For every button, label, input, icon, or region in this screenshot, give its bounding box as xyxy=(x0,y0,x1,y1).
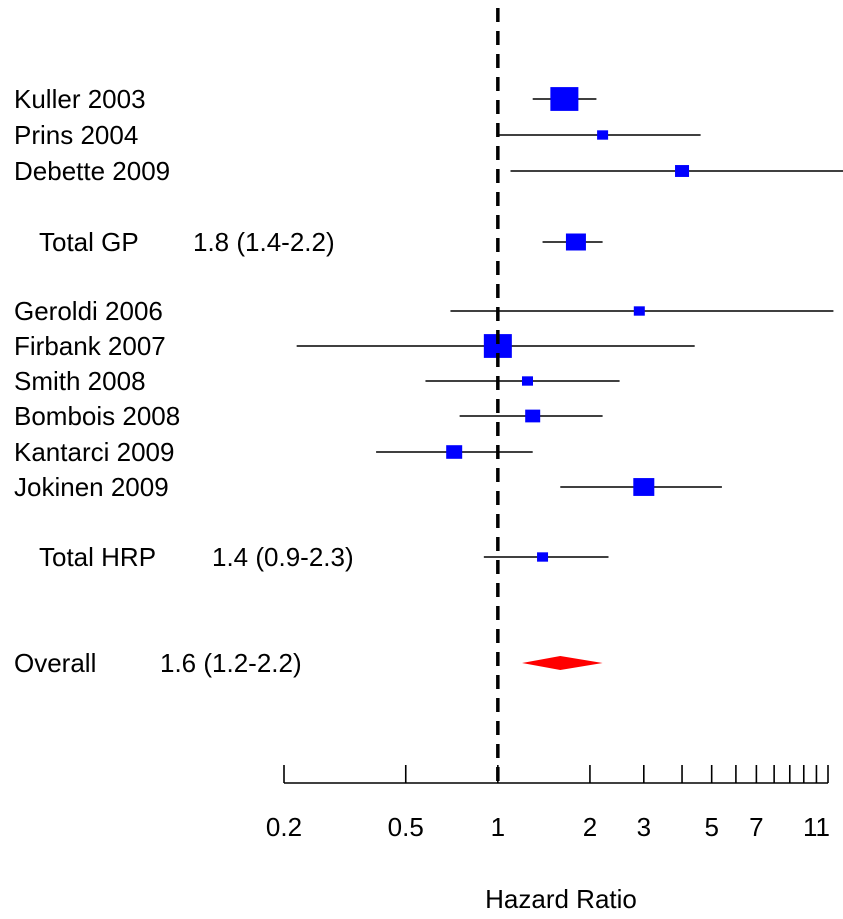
study-label: Debette 2009 xyxy=(14,156,170,186)
estimate-marker xyxy=(675,165,690,177)
study-label: Jokinen 2009 xyxy=(14,472,169,502)
tick-label: 1 xyxy=(491,812,505,842)
study-label: Kantarci 2009 xyxy=(14,437,174,467)
overall-estimate: 1.6 (1.2-2.2) xyxy=(160,648,302,678)
subtotal-label: Total GP xyxy=(39,227,139,257)
estimate-marker xyxy=(521,376,533,386)
study-labels: Kuller 2003 Prins 2004 Debette 2009 Total G… xyxy=(14,84,354,678)
plot-marks xyxy=(296,87,843,670)
estimate-marker xyxy=(446,445,463,459)
tick-label: 2 xyxy=(583,812,597,842)
estimate-marker xyxy=(525,409,541,423)
study-label: Geroldi 2006 xyxy=(14,296,163,326)
estimate-marker xyxy=(537,552,549,562)
estimate-marker xyxy=(597,130,609,140)
study-label: Prins 2004 xyxy=(14,120,138,150)
tick-label: 0.2 xyxy=(266,812,302,842)
study-label: Kuller 2003 xyxy=(14,84,146,114)
estimate-marker xyxy=(565,233,586,251)
subtotal-label: Total HRP xyxy=(39,542,156,572)
study-label: Firbank 2007 xyxy=(14,331,166,361)
tick-label: 11 xyxy=(803,812,830,842)
estimate-marker xyxy=(633,306,645,316)
tick-label: 0.5 xyxy=(388,812,424,842)
subtotal-estimate: 1.4 (0.9-2.3) xyxy=(212,542,354,572)
study-label: Smith 2008 xyxy=(14,366,146,396)
overall-label: Overall xyxy=(14,648,96,678)
overall-diamond xyxy=(522,656,603,670)
x-axis-label: Hazard Ratio xyxy=(485,884,637,914)
tick-label: 3 xyxy=(637,812,651,842)
tick-label: 5 xyxy=(704,812,718,842)
estimate-marker xyxy=(633,478,655,496)
study-label: Bombois 2008 xyxy=(14,401,180,431)
x-axis: 0.2 0.5 1 2 3 5 7 11 xyxy=(266,765,830,842)
tick-label: 7 xyxy=(749,812,763,842)
estimate-marker xyxy=(550,87,579,111)
estimate-marker xyxy=(483,334,512,358)
subtotal-estimate: 1.8 (1.4-2.2) xyxy=(193,227,335,257)
